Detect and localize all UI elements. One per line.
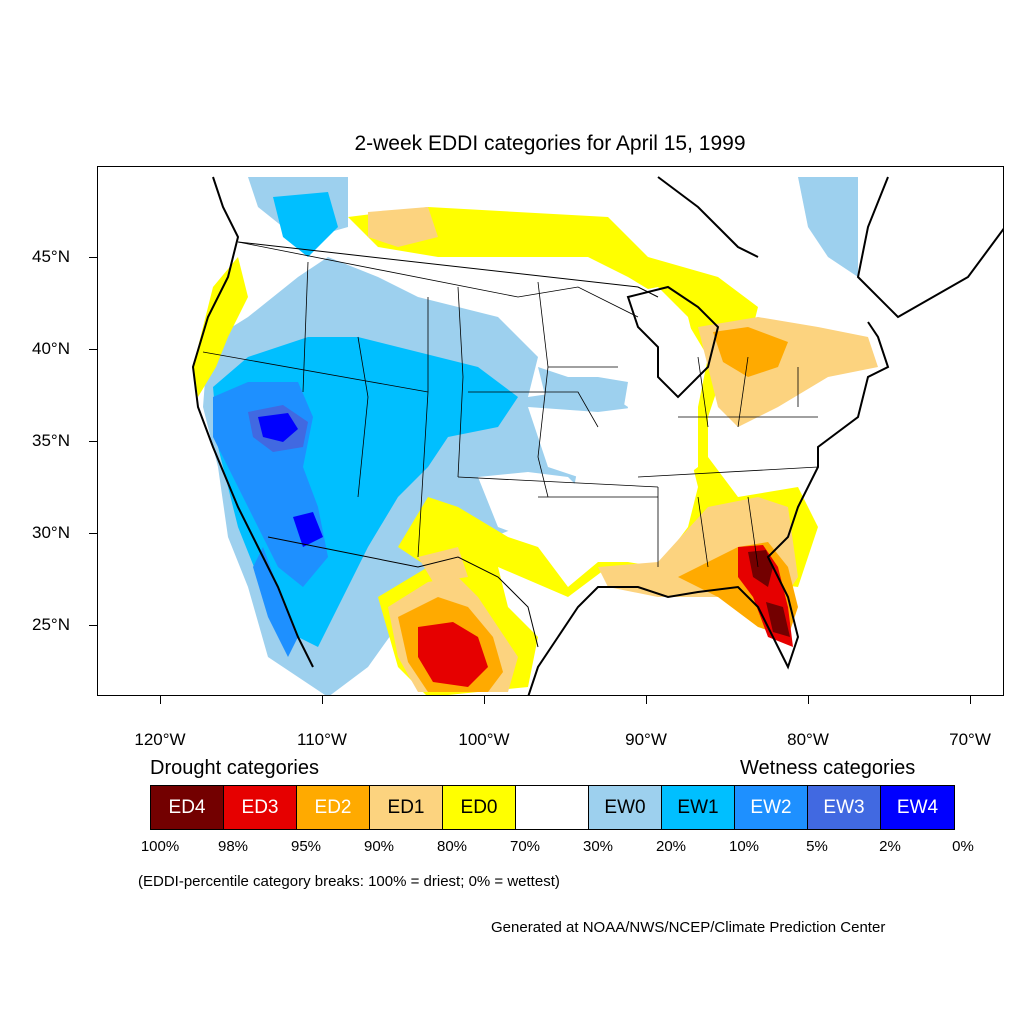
lat-tick-label: 40°N <box>32 339 70 358</box>
dry-region-pacific-coast <box>193 257 248 397</box>
wetness-categories-heading: Wetness categories <box>740 757 916 779</box>
dry-region-ed3-mexico <box>418 622 488 687</box>
legend-break-label: 2% <box>879 838 901 855</box>
lat-tick-mark <box>89 257 97 258</box>
legend-swatch: ED1 <box>370 786 443 829</box>
category-note: (EDDI-percentile category breaks: 100% =… <box>138 873 560 890</box>
lat-tick-label: 35°N <box>32 431 70 450</box>
legend-break-label: 98% <box>217 838 249 855</box>
neutral-region-south-plains <box>478 472 618 557</box>
wet-region-northeast <box>798 177 873 277</box>
lat-tick-mark <box>89 441 97 442</box>
legend-break-label: 70% <box>509 838 541 855</box>
legend-swatch: EW0 <box>589 786 662 829</box>
eddi-map <box>97 166 1004 696</box>
wet-region-ew1-north <box>273 192 338 257</box>
wet-region-ew4-baja <box>253 547 298 657</box>
dry-region-ed4-florida <box>748 550 773 587</box>
lon-tick-mark <box>646 696 647 704</box>
legend-break-label: 20% <box>655 838 687 855</box>
legend-break-label: 30% <box>582 838 614 855</box>
lon-tick-label: 110°W <box>297 730 347 749</box>
legend-swatch <box>516 786 589 829</box>
neutral-region-northeast <box>858 177 1003 317</box>
wet-region-ew4-az <box>293 512 323 547</box>
map-title: 2-week EDDI categories for April 15, 199… <box>354 132 746 155</box>
country-border <box>237 241 659 648</box>
category-legend-bar: ED4 ED3 ED2 ED1 ED0 EW0 EW1 EW2 EW3 EW4 <box>150 785 955 830</box>
legend-swatch: EW2 <box>735 786 808 829</box>
legend-break-label: 0% <box>952 838 974 855</box>
dry-region-ed4-florida-south <box>766 602 790 637</box>
legend-break-label: 80% <box>436 838 468 855</box>
legend-swatch: EW3 <box>808 786 881 829</box>
lon-tick-mark <box>970 696 971 704</box>
lat-tick-mark <box>89 625 97 626</box>
lon-tick-label: 90°W <box>625 730 667 749</box>
legend-swatch: ED0 <box>443 786 516 829</box>
legend-break-label: 95% <box>290 838 322 855</box>
legend-break-label: 10% <box>728 838 760 855</box>
dry-region-ed1-texas-north <box>418 547 468 582</box>
lon-tick-label: 100°W <box>458 730 510 749</box>
drought-categories-heading: Drought categories <box>150 757 319 779</box>
wet-region-ew4 <box>258 413 298 442</box>
lat-tick-mark <box>89 349 97 350</box>
neutral-region-midwest <box>528 377 698 497</box>
wet-region-north-plains <box>538 367 628 417</box>
lat-tick-label: 30°N <box>32 523 70 542</box>
legend-break-label: 90% <box>363 838 395 855</box>
legend-swatch: ED4 <box>151 786 224 829</box>
coastlines <box>191 176 1003 695</box>
dry-region-ed1-plains <box>368 207 438 247</box>
lon-tick-label: 120°W <box>134 730 186 749</box>
legend-swatch: EW1 <box>662 786 735 829</box>
lon-tick-mark <box>484 696 485 704</box>
lon-tick-label: 80°W <box>787 730 829 749</box>
legend-swatch: ED3 <box>224 786 297 829</box>
lat-tick-mark <box>89 533 97 534</box>
legend-swatch: ED2 <box>297 786 370 829</box>
lat-tick-label: 25°N <box>32 615 70 634</box>
lon-tick-mark <box>322 696 323 704</box>
lon-tick-label: 70°W <box>949 730 991 749</box>
legend-swatch: EW4 <box>881 786 954 829</box>
legend-break-label: 5% <box>806 838 828 855</box>
dry-region-ed2-ohio <box>713 327 788 377</box>
lon-tick-mark <box>808 696 809 704</box>
dry-region-north-plains <box>348 207 818 597</box>
lon-tick-mark <box>160 696 161 704</box>
map-canvas <box>191 176 1003 695</box>
credit-line: Generated at NOAA/NWS/NCEP/Climate Predi… <box>491 919 886 936</box>
lat-tick-label: 45°N <box>32 247 70 266</box>
legend-break-label: 100% <box>140 838 180 855</box>
state-boundaries <box>202 241 819 568</box>
